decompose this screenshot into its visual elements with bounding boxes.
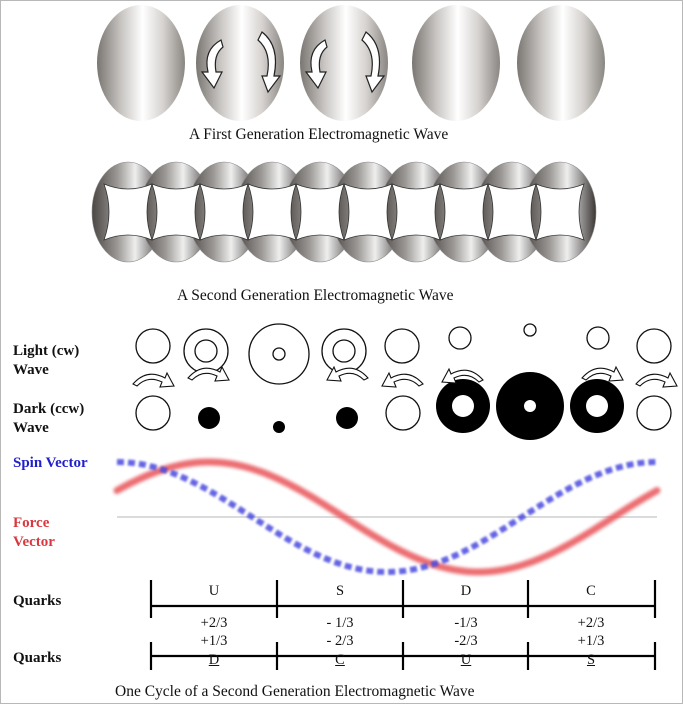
cw-arrow-icon xyxy=(187,365,230,382)
spin-vector-label: Spin Vector xyxy=(13,455,88,471)
wave-lobe xyxy=(517,5,605,121)
spindle-shape xyxy=(487,183,537,241)
dark-circle xyxy=(636,395,672,431)
dark-circle-hole xyxy=(452,395,474,417)
force-vector-label-line1: Force xyxy=(13,515,50,531)
curl-arrow-icon xyxy=(200,31,282,94)
wave-lobe xyxy=(412,5,500,121)
light-circle xyxy=(586,326,610,350)
dark-wave-label-line1: Dark (ccw) xyxy=(13,401,85,417)
spindle-shape xyxy=(199,183,249,241)
light-wave-circles xyxy=(135,323,672,385)
dark-circle-hole xyxy=(586,395,608,417)
spindle-shape xyxy=(391,183,441,241)
light-circle xyxy=(183,328,229,374)
light-circle xyxy=(523,323,537,337)
quark-charge-bottom: +1/3 xyxy=(200,633,228,649)
dark-circle xyxy=(198,407,220,429)
light-circle xyxy=(384,328,420,364)
dark-circle xyxy=(336,407,358,429)
light-circle xyxy=(321,328,367,374)
light-wave-label-line2: Wave xyxy=(13,362,49,378)
ccw-arrow-icon xyxy=(441,367,484,384)
light-wave-label-line1: Light (cw) xyxy=(13,343,80,359)
light-circle xyxy=(448,326,472,350)
dark-wave-circles xyxy=(135,372,672,440)
quark-name: S xyxy=(335,583,345,599)
quark-charge-top: +2/3 xyxy=(577,615,605,631)
quarks-label-top: Quarks xyxy=(13,593,62,609)
spindle-shape xyxy=(151,183,201,241)
light-circle-inner xyxy=(194,339,218,363)
light-circle-inner xyxy=(332,339,356,363)
spindle-shape xyxy=(343,183,393,241)
quark-charge-top: -1/3 xyxy=(454,615,478,631)
cw-arrow-icon xyxy=(132,371,175,388)
force-vector-label-line2: Vector xyxy=(13,534,55,550)
light-circle xyxy=(636,328,672,364)
quark-name: C xyxy=(586,583,596,599)
curl-arrow-icon xyxy=(304,31,386,94)
spindle-shape xyxy=(295,183,345,241)
first-generation-caption: A First Generation Electromagnetic Wave xyxy=(189,126,449,143)
quark-charge-bottom: +1/3 xyxy=(577,633,605,649)
quark-charge-top: - 1/3 xyxy=(326,615,354,631)
spin-vector-curve xyxy=(116,459,658,576)
cw-arrow-icon xyxy=(635,371,678,388)
second-generation-wave xyxy=(91,161,597,263)
quark-charge-bottom: -2/3 xyxy=(454,633,478,649)
dark-wave-label-line2: Wave xyxy=(13,420,49,436)
quarks-label-bottom: Quarks xyxy=(13,650,62,666)
force-vector-label: Force Vector xyxy=(13,514,55,552)
wave-lobe xyxy=(97,5,185,121)
quark-partner: S xyxy=(586,652,596,668)
ccw-arrow-icon xyxy=(381,371,424,388)
quark-name: D xyxy=(460,583,472,599)
cw-arrow-icon xyxy=(581,365,624,382)
light-circle xyxy=(135,328,171,364)
rotation-arrows xyxy=(132,365,678,388)
dark-circle xyxy=(385,395,421,431)
ccw-arrow-icon xyxy=(326,365,369,382)
vector-curves xyxy=(113,458,661,576)
quark-partner: C xyxy=(335,652,345,668)
quark-partner: U xyxy=(460,652,472,668)
spindle-shape xyxy=(535,183,585,241)
quark-charge-top: +2/3 xyxy=(200,615,228,631)
dark-circle-hole xyxy=(524,400,536,412)
force-vector-curve xyxy=(113,458,661,576)
spindle-shape xyxy=(439,183,489,241)
quark-brackets xyxy=(149,580,657,670)
light-circle-inner xyxy=(272,347,286,361)
dark-wave-label: Dark (ccw) Wave xyxy=(13,400,84,438)
spindle-shape xyxy=(247,183,297,241)
cycle-caption: One Cycle of a Second Generation Electro… xyxy=(115,683,475,700)
quark-partner: D xyxy=(208,652,220,668)
light-wave-label: Light (cw) Wave xyxy=(13,342,79,380)
quark-charge-bottom: - 2/3 xyxy=(326,633,354,649)
second-generation-caption: A Second Generation Electromagnetic Wave xyxy=(177,287,454,304)
spindle-shape xyxy=(103,183,153,241)
light-circle xyxy=(248,323,310,385)
first-generation-wave xyxy=(97,5,605,121)
quark-name: U xyxy=(208,583,220,599)
dark-circle xyxy=(273,421,285,433)
dark-circle xyxy=(135,395,171,431)
